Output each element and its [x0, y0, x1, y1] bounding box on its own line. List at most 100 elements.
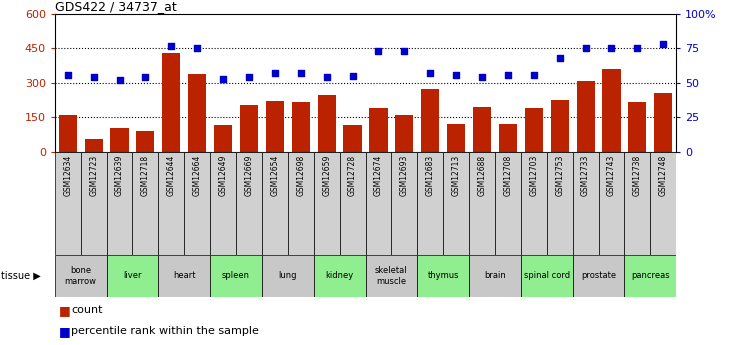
Bar — [654, 93, 673, 152]
Text: GSM12649: GSM12649 — [219, 155, 227, 196]
Point — [165, 43, 177, 48]
Bar — [55, 152, 80, 255]
Bar — [314, 152, 340, 255]
Point — [243, 75, 255, 80]
Bar — [624, 152, 651, 255]
Point — [295, 70, 306, 76]
Point — [580, 46, 591, 51]
Point — [269, 70, 281, 76]
Bar — [344, 125, 362, 152]
Text: GSM12644: GSM12644 — [167, 155, 176, 196]
Text: liver: liver — [124, 272, 142, 280]
Point — [502, 72, 514, 77]
Bar — [184, 152, 211, 255]
Point — [321, 75, 333, 80]
Point — [528, 72, 539, 77]
Bar — [572, 152, 599, 255]
Bar — [107, 255, 159, 297]
Bar — [214, 125, 232, 152]
Bar — [599, 152, 624, 255]
Bar — [159, 255, 211, 297]
Text: GSM12728: GSM12728 — [348, 155, 357, 196]
Text: GSM12703: GSM12703 — [529, 155, 538, 196]
Text: GSM12654: GSM12654 — [270, 155, 279, 196]
Bar — [58, 115, 77, 152]
Bar — [624, 255, 676, 297]
Bar — [211, 152, 236, 255]
Point — [62, 72, 74, 77]
Text: GSM12664: GSM12664 — [193, 155, 202, 196]
Text: GSM12748: GSM12748 — [659, 155, 667, 196]
Text: heart: heart — [173, 272, 195, 280]
Point — [632, 46, 643, 51]
Point — [398, 48, 410, 54]
Text: GDS422 / 34737_at: GDS422 / 34737_at — [55, 0, 177, 13]
Point — [554, 55, 566, 61]
Text: spinal cord: spinal cord — [523, 272, 569, 280]
Bar — [366, 152, 391, 255]
Bar — [188, 73, 206, 152]
Bar — [132, 152, 159, 255]
Text: ■: ■ — [58, 304, 70, 317]
Text: GSM12708: GSM12708 — [504, 155, 512, 196]
Bar — [55, 255, 107, 297]
Bar — [469, 152, 495, 255]
Point — [346, 73, 358, 79]
Text: GSM12698: GSM12698 — [296, 155, 306, 196]
Text: spleen: spleen — [222, 272, 250, 280]
Point — [476, 75, 488, 80]
Text: kidney: kidney — [325, 272, 354, 280]
Text: GSM12713: GSM12713 — [452, 155, 461, 196]
Bar — [469, 255, 520, 297]
Bar — [340, 152, 366, 255]
Bar — [317, 96, 336, 152]
Bar — [236, 152, 262, 255]
Text: pancreas: pancreas — [631, 272, 670, 280]
Bar — [495, 152, 520, 255]
Bar — [262, 255, 314, 297]
Bar — [417, 255, 469, 297]
Point — [88, 75, 99, 80]
Point — [217, 76, 229, 81]
Bar — [395, 115, 414, 152]
Text: GSM12693: GSM12693 — [400, 155, 409, 196]
Point — [114, 77, 126, 83]
Bar — [288, 152, 314, 255]
Text: GSM12753: GSM12753 — [555, 155, 564, 196]
Text: skeletal
muscle: skeletal muscle — [375, 266, 408, 286]
Text: GSM12659: GSM12659 — [322, 155, 331, 196]
Bar — [162, 53, 181, 152]
Bar — [651, 152, 676, 255]
Bar — [421, 89, 439, 152]
Bar — [521, 152, 547, 255]
Bar — [628, 102, 646, 152]
Text: thymus: thymus — [428, 272, 459, 280]
Point — [140, 75, 151, 80]
Text: tissue ▶: tissue ▶ — [1, 271, 41, 281]
Text: GSM12743: GSM12743 — [607, 155, 616, 196]
Text: count: count — [71, 305, 102, 315]
Point — [605, 46, 617, 51]
Bar — [525, 108, 543, 152]
Text: GSM12738: GSM12738 — [633, 155, 642, 196]
Text: GSM12718: GSM12718 — [141, 155, 150, 196]
Text: bone
marrow: bone marrow — [65, 266, 96, 286]
Text: GSM12639: GSM12639 — [115, 155, 124, 196]
Bar — [314, 255, 366, 297]
Bar — [266, 101, 284, 152]
Bar — [499, 124, 517, 152]
Point — [192, 46, 203, 51]
Bar — [366, 255, 417, 297]
Bar — [447, 124, 465, 152]
Bar — [547, 152, 572, 255]
Bar — [473, 107, 491, 152]
Text: GSM12683: GSM12683 — [425, 155, 435, 196]
Bar — [369, 108, 387, 152]
Text: prostate: prostate — [581, 272, 616, 280]
Text: GSM12688: GSM12688 — [477, 155, 487, 196]
Bar — [107, 152, 132, 255]
Point — [450, 72, 462, 77]
Bar — [85, 139, 103, 152]
Bar — [159, 152, 184, 255]
Text: GSM12733: GSM12733 — [581, 155, 590, 196]
